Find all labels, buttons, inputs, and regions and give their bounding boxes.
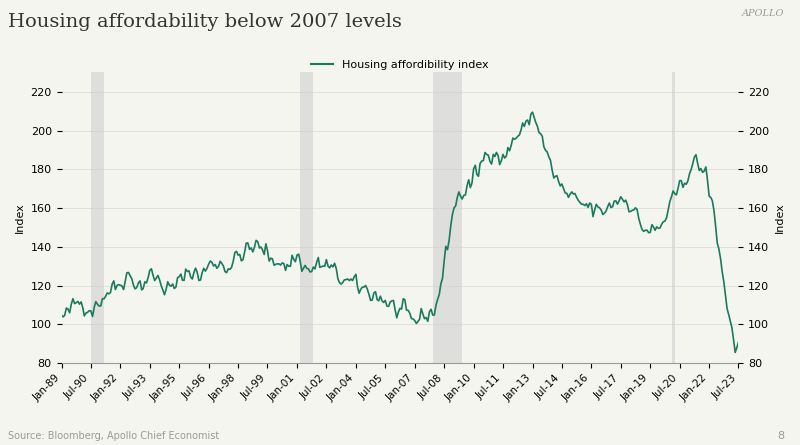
Bar	[300, 73, 314, 363]
Text: Housing affordability below 2007 levels: Housing affordability below 2007 levels	[8, 13, 402, 31]
Legend: Housing affordibility index: Housing affordibility index	[306, 55, 494, 74]
Text: 8: 8	[777, 431, 784, 441]
Y-axis label: Index: Index	[15, 202, 25, 233]
Y-axis label: Index: Index	[775, 202, 785, 233]
Text: APOLLO: APOLLO	[742, 9, 784, 18]
Bar	[671, 73, 674, 363]
Text: Source: Bloomberg, Apollo Chief Economist: Source: Bloomberg, Apollo Chief Economis…	[8, 431, 219, 441]
Bar	[91, 73, 104, 363]
Bar	[433, 73, 462, 363]
